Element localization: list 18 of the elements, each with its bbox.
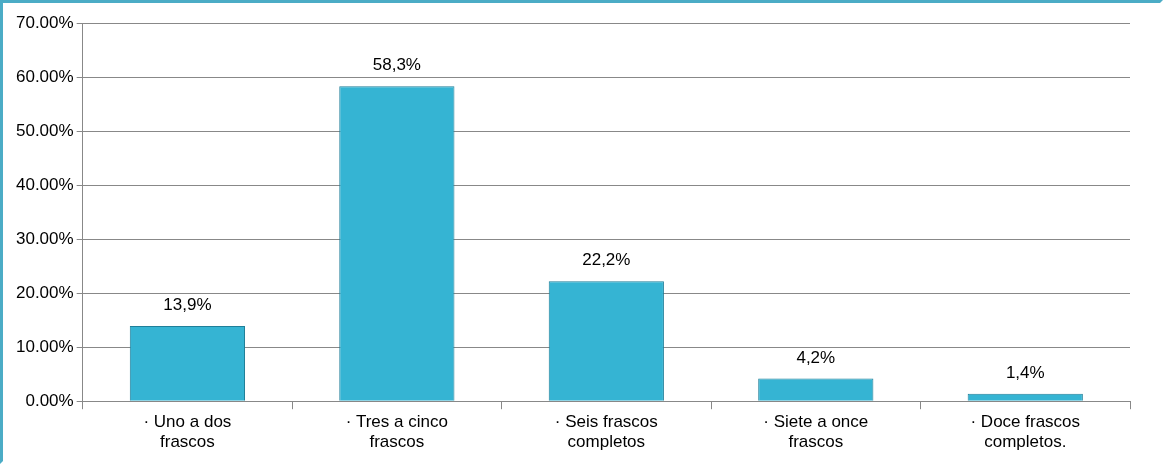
data-label: 4,2% [796,347,836,367]
x-tick-label: · Uno a dos frascos [143,412,232,452]
y-tick-label: 30.00% [15,228,74,248]
y-tick-label: 50.00% [15,120,74,140]
y-tick-label: 10.00% [15,336,74,356]
data-label: 22,2% [582,250,631,270]
y-tick-label: 60.00% [15,66,74,86]
y-tick-label: 0.00% [25,390,74,410]
x-tick-label: · Seis frascos completos [554,412,658,452]
data-label: 1,4% [1005,362,1045,382]
y-tick-label: 40.00% [15,174,74,194]
x-tick-label: · Siete a once frascos [763,412,869,452]
data-label: 58,3% [372,55,421,75]
y-tick-label: 20.00% [15,282,74,302]
x-tick-label: · Tres a cinco frascos [345,412,448,452]
x-tick-label: · Doce frascos completos. [970,412,1081,452]
y-tick-label: 70.00% [15,12,74,32]
data-label: 13,9% [163,295,212,315]
